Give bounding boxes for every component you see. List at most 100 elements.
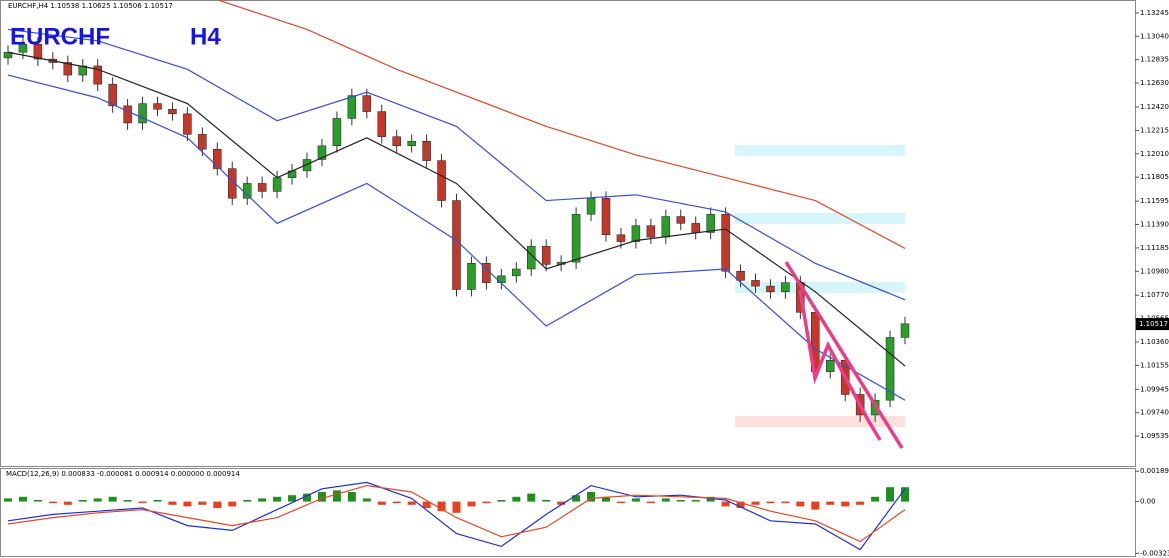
candle-body [422,140,431,161]
histogram-bar [138,501,147,504]
y-tick-label: 1.09740 [1140,409,1169,417]
histogram-bar [557,501,566,505]
candle-body [527,245,536,270]
y-tick-label: 1.11805 [1140,173,1169,181]
candle-body [407,140,416,147]
candle-body [377,111,386,137]
histogram-bar [228,501,237,507]
candle-body [332,118,342,147]
histogram-bar [437,501,446,512]
candle-body [63,62,73,76]
candle-body [317,145,327,160]
candle-body [302,159,312,172]
histogram-bar [273,496,282,502]
histogram-bar [631,498,640,502]
histogram-bar [811,501,820,510]
y-tick-label: 1.12215 [1140,126,1169,134]
histogram-bar [288,495,297,502]
histogram-bar [766,501,775,504]
indicator-line [7,484,906,543]
zone [735,416,905,427]
histogram-bar [841,501,850,507]
candle-body [93,65,102,85]
header: EURCHF,H4 1.10538 1.10625 1.10506 1.1051… [8,2,173,10]
histogram-bar [871,496,880,502]
candle-body [272,177,282,192]
histogram-bar [48,501,57,504]
histogram-bar [796,501,805,507]
candle-body [362,95,372,112]
histogram-bar [347,492,356,502]
candle-body [900,323,910,338]
y-tick-label: 1.11185 [1140,244,1169,252]
candle-body [781,282,790,293]
histogram-bar [18,496,27,502]
candle-body [571,213,581,263]
candle-body [885,337,895,401]
histogram-bar [93,498,102,502]
last-price-box [1136,318,1169,331]
candle-body [452,200,461,290]
candle-body [751,280,760,287]
candle-body [242,183,252,199]
symbol: EURCHF [10,23,110,50]
histogram-bar [572,495,581,502]
histogram-bar [78,500,87,502]
y-tick-label: 1.09535 [1140,432,1169,440]
candle-body [437,160,446,201]
candle-body [108,83,117,107]
histogram-bar [706,496,715,502]
histogram-bar [168,501,177,505]
price-pane [0,0,1136,467]
y-tick-label: 1.12835 [1140,56,1169,64]
y-tick-label: 1.13040 [1140,32,1169,40]
histogram-bar [661,498,670,502]
indicator-line [217,0,906,249]
histogram-bar [512,496,521,502]
histogram-bar [527,493,536,502]
trendline [798,289,882,441]
candle-body [392,136,401,147]
macd-layer: 0.001897 0.00 -0.00323 [4,467,1169,557]
y-tick-label: 1.09945 [1140,385,1169,393]
zone [735,282,905,293]
histogram-bar [856,501,865,505]
histogram-bar [377,501,386,505]
zone [735,213,905,224]
indicator-line [7,74,906,401]
indicator-line [7,481,906,551]
last-price-label: 1.10517 [1139,320,1168,328]
candle-body [706,213,715,233]
histogram-bar [901,487,909,502]
candle-body [347,95,357,119]
histogram-bar [676,500,685,502]
histogram-bar [646,501,655,504]
histogram-bar [4,498,12,502]
candle-body [586,198,596,215]
histogram-bar [616,501,625,504]
histogram-bar [362,498,371,502]
macd-pane [0,468,1136,557]
histogram-bar [781,501,790,504]
macd-header: MACD(12,26,9) 0.000833 -0.000081 0.00091… [6,470,240,478]
candle-body [168,109,177,115]
candle-body [676,216,685,224]
histogram-bar [198,501,207,505]
histogram-bar [243,500,252,502]
candle-body [467,263,476,290]
candle-body [153,103,162,110]
candle-body [661,216,671,238]
histogram-bar [63,501,72,505]
histogram-bar [183,501,192,507]
y-tick-label: 1.12420 [1140,103,1169,111]
candle-body [766,285,775,293]
candle-body [736,271,745,281]
histogram-bar [303,493,311,502]
y-tick-label: 1.12630 [1140,79,1169,87]
histogram-bar [736,501,745,508]
histogram-bar [587,492,596,502]
histogram-bar [153,500,162,502]
y-tick-label: 1.10360 [1140,338,1169,346]
candle-body [691,223,700,233]
